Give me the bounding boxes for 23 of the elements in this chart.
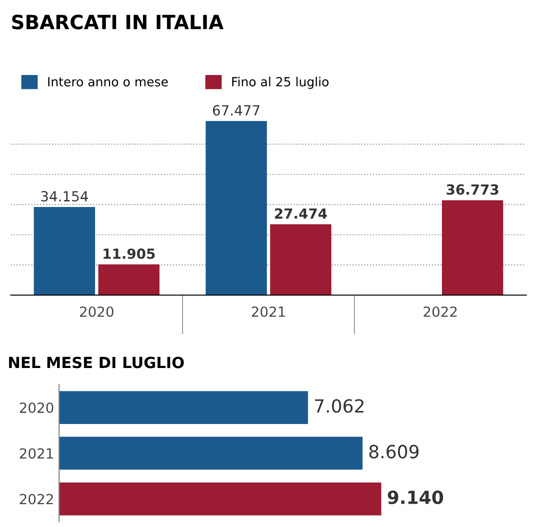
y-tick-label: 2022: [20, 494, 53, 504]
data-label: 34.154: [41, 191, 88, 202]
legend-label: Fino al 25 luglio: [232, 76, 329, 89]
bar: [442, 200, 504, 296]
data-label: 27.474: [275, 208, 327, 219]
x-tick-label: 2020: [80, 306, 114, 317]
y-tick-label: 2021: [20, 448, 53, 459]
data-label: 9.140: [388, 490, 444, 504]
bar: [206, 121, 267, 296]
data-label: 8.609: [369, 444, 419, 458]
bar: [34, 207, 96, 296]
bar: [98, 264, 160, 296]
data-label: 7.062: [315, 399, 364, 413]
data-label: 11.905: [104, 248, 155, 259]
y-tick-label: 2020: [20, 402, 54, 414]
data-label: 67.477: [212, 105, 260, 116]
bar: [270, 224, 332, 296]
legend-label: Intero anno o mese: [48, 77, 168, 86]
data-label: 36.773: [446, 184, 498, 195]
x-tick-label: 2022: [424, 306, 457, 317]
chart-title: SBARCATI IN ITALIA: [12, 14, 224, 30]
x-tick-label: 2021: [252, 306, 285, 317]
chart-title: NEL MESE DI LUGLIO: [9, 356, 184, 368]
